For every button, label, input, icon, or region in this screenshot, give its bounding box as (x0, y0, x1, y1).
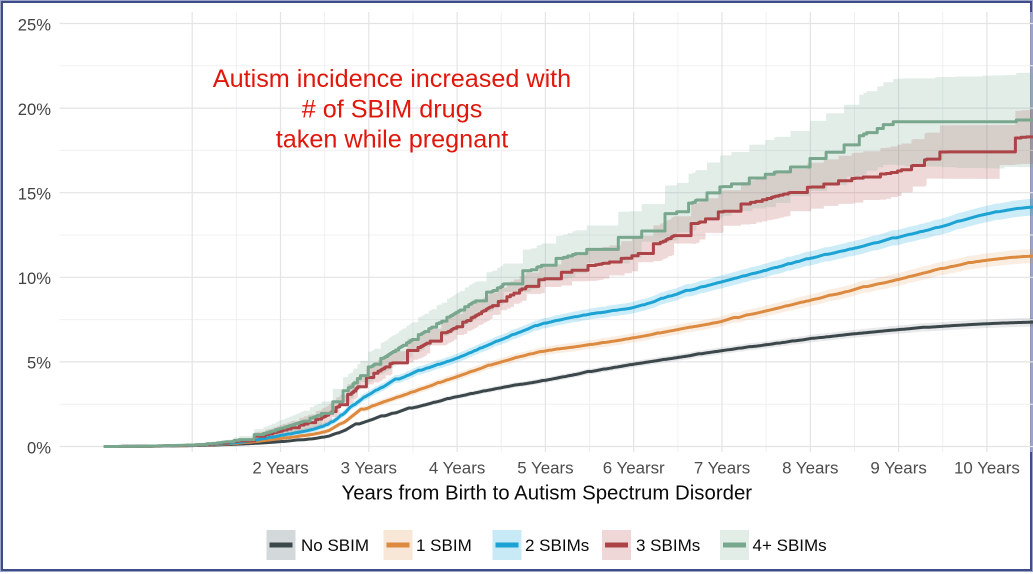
svg-text:3 Years: 3 Years (341, 459, 397, 478)
svg-text:5 Years: 5 Years (517, 459, 573, 478)
svg-text:9 Years: 9 Years (870, 459, 926, 478)
svg-text:Years from Birth to Autism Spe: Years from Birth to Autism Spectrum Diso… (341, 482, 752, 504)
svg-text:25%: 25% (18, 15, 51, 34)
svg-text:1 SBIM: 1 SBIM (416, 536, 472, 555)
svg-text:2 Years: 2 Years (252, 459, 308, 478)
svg-text:2 SBIMs: 2 SBIMs (525, 536, 589, 555)
svg-text:5%: 5% (27, 354, 51, 373)
svg-text:taken while pregnant: taken while pregnant (276, 126, 508, 154)
svg-text:4 Years: 4 Years (429, 459, 485, 478)
svg-text:Autism incidence increased wit: Autism incidence increased with (213, 65, 571, 93)
svg-text:0%: 0% (27, 438, 51, 457)
svg-text:10%: 10% (18, 269, 51, 288)
svg-text:4+ SBIMs: 4+ SBIMs (753, 536, 827, 555)
svg-text:15%: 15% (18, 185, 51, 204)
svg-text:8 Years: 8 Years (782, 459, 838, 478)
svg-text:7 Years: 7 Years (694, 459, 750, 478)
svg-text:No SBIM: No SBIM (301, 536, 369, 555)
svg-text:# of SBIM drugs: # of SBIM drugs (302, 95, 483, 123)
svg-text:3 SBIMs: 3 SBIMs (636, 536, 700, 555)
svg-text:10 Years: 10 Years (954, 459, 1020, 478)
svg-text:20%: 20% (18, 100, 51, 119)
svg-text:6 Yearsr: 6 Yearsr (603, 459, 665, 478)
